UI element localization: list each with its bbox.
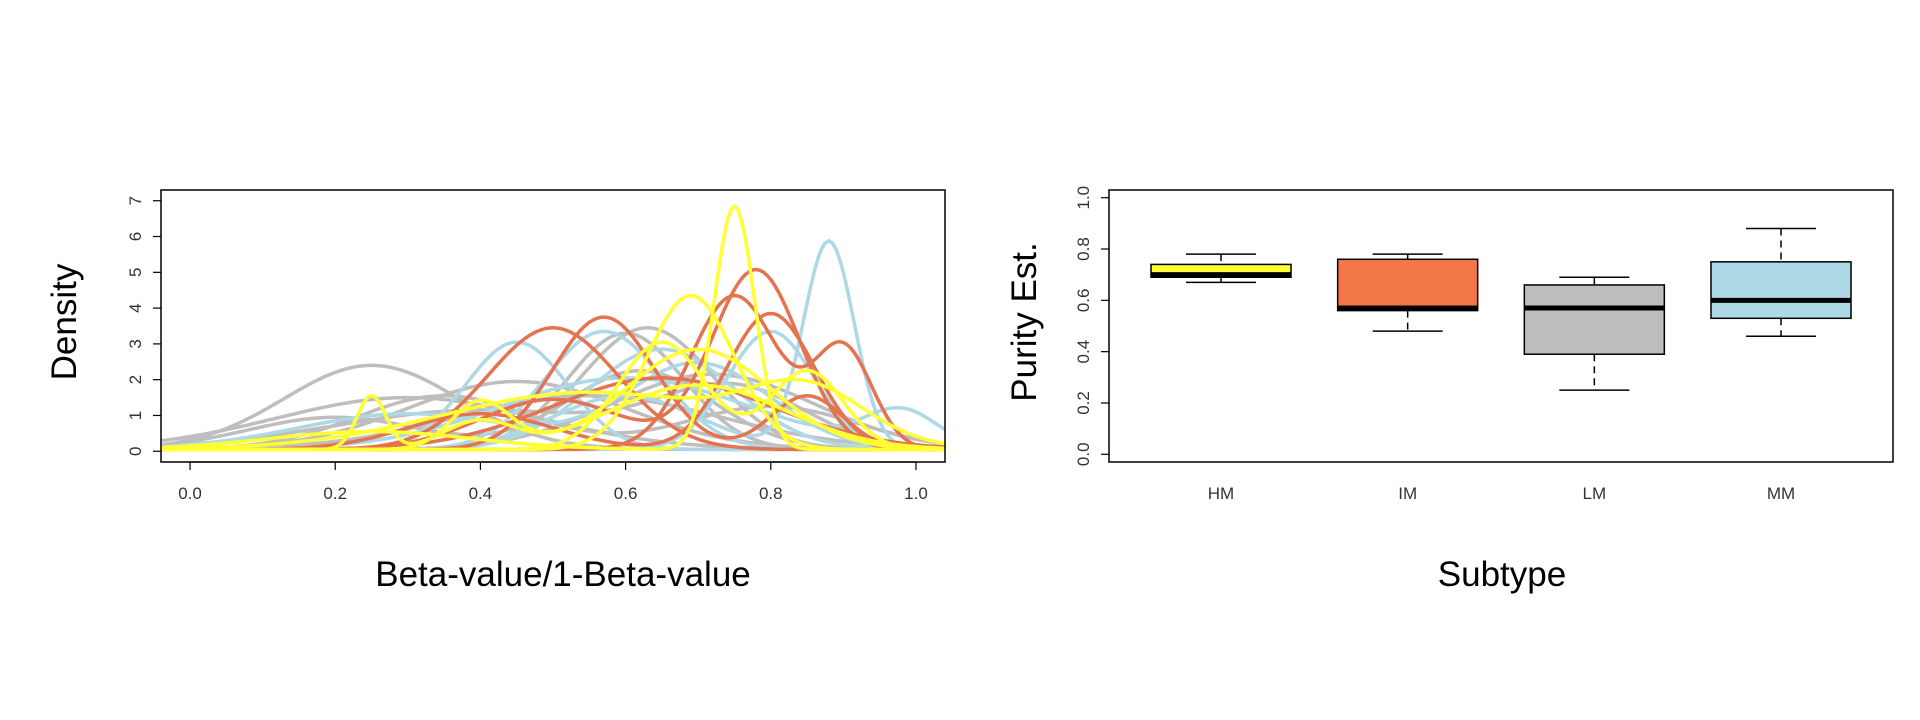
density-x-tick-label: 1.0 <box>904 484 928 503</box>
density-y-tick-label: 3 <box>126 339 145 348</box>
boxplot-y-tick-label: 0.2 <box>1074 391 1093 415</box>
box-hm <box>1150 253 1292 284</box>
boxes <box>1150 227 1852 391</box>
density-x-tick-label: 0.6 <box>614 484 638 503</box>
density-y-tick-label: 1 <box>126 411 145 420</box>
density-chart: 0.0 0.2 0.4 0.6 0.8 1.0 0 1 2 3 4 5 6 7 Beta-value/1… <box>45 189 946 594</box>
boxplot-y-axis: 0.0 0.2 0.4 0.6 0.8 1.0 <box>1074 186 1109 466</box>
boxplot-x-tick-label: LM <box>1583 484 1607 503</box>
boxplot-x-axis-title: Subtype <box>1438 555 1566 594</box>
boxplot-x-axis: HM IM LM MM <box>1208 484 1795 503</box>
density-x-tick-label: 0.2 <box>323 484 347 503</box>
boxplot-y-tick-label: 0.8 <box>1074 237 1093 261</box>
density-y-tick-label: 5 <box>126 268 145 277</box>
density-x-tick-label: 0.0 <box>178 484 202 503</box>
density-x-tick-label: 0.8 <box>759 484 783 503</box>
density-x-axis-title: Beta-value/1-Beta-value <box>375 555 751 594</box>
boxplot-frame <box>1108 189 1894 463</box>
iqr-box <box>1710 261 1852 320</box>
density-y-tick-label: 0 <box>126 447 145 456</box>
density-y-tick-label: 6 <box>126 232 145 241</box>
purity-boxplot: HM IM LM MM 0.0 0.2 0.4 0.6 0.8 1.0 Subtype Puri… <box>1005 186 1894 594</box>
boxplot-y-tick-label: 0.6 <box>1074 289 1093 313</box>
boxplot-x-tick-label: MM <box>1767 484 1795 503</box>
box-im <box>1336 253 1479 332</box>
density-y-tick-label: 7 <box>126 196 145 205</box>
density-x-axis: 0.0 0.2 0.4 0.6 0.8 1.0 <box>178 461 928 503</box>
boxplot-y-tick-label: 0.4 <box>1074 340 1093 364</box>
density-y-tick-label: 4 <box>126 303 145 312</box>
density-curve-hm <box>161 383 945 452</box>
density-curve-mm <box>161 360 945 451</box>
iqr-box <box>1523 284 1666 355</box>
density-y-axis: 0 1 2 3 4 5 6 7 <box>126 196 161 456</box>
density-x-tick-label: 0.4 <box>469 484 493 503</box>
density-y-tick-label: 2 <box>126 375 145 384</box>
iqr-box <box>1336 258 1479 312</box>
boxplot-y-tick-label: 0.0 <box>1074 442 1093 466</box>
box-lm <box>1523 276 1666 391</box>
boxplot-y-tick-label: 1.0 <box>1074 186 1093 210</box>
boxplot-x-tick-label: HM <box>1208 484 1234 503</box>
density-y-axis-title: Density <box>45 263 84 380</box>
boxplot-x-tick-label: IM <box>1398 484 1417 503</box>
density-curves <box>161 204 945 452</box>
box-mm <box>1710 227 1852 338</box>
density-curve-lm <box>161 381 945 451</box>
density-curve-hm <box>161 377 945 451</box>
boxplot-y-axis-title: Purity Est. <box>1005 242 1044 401</box>
